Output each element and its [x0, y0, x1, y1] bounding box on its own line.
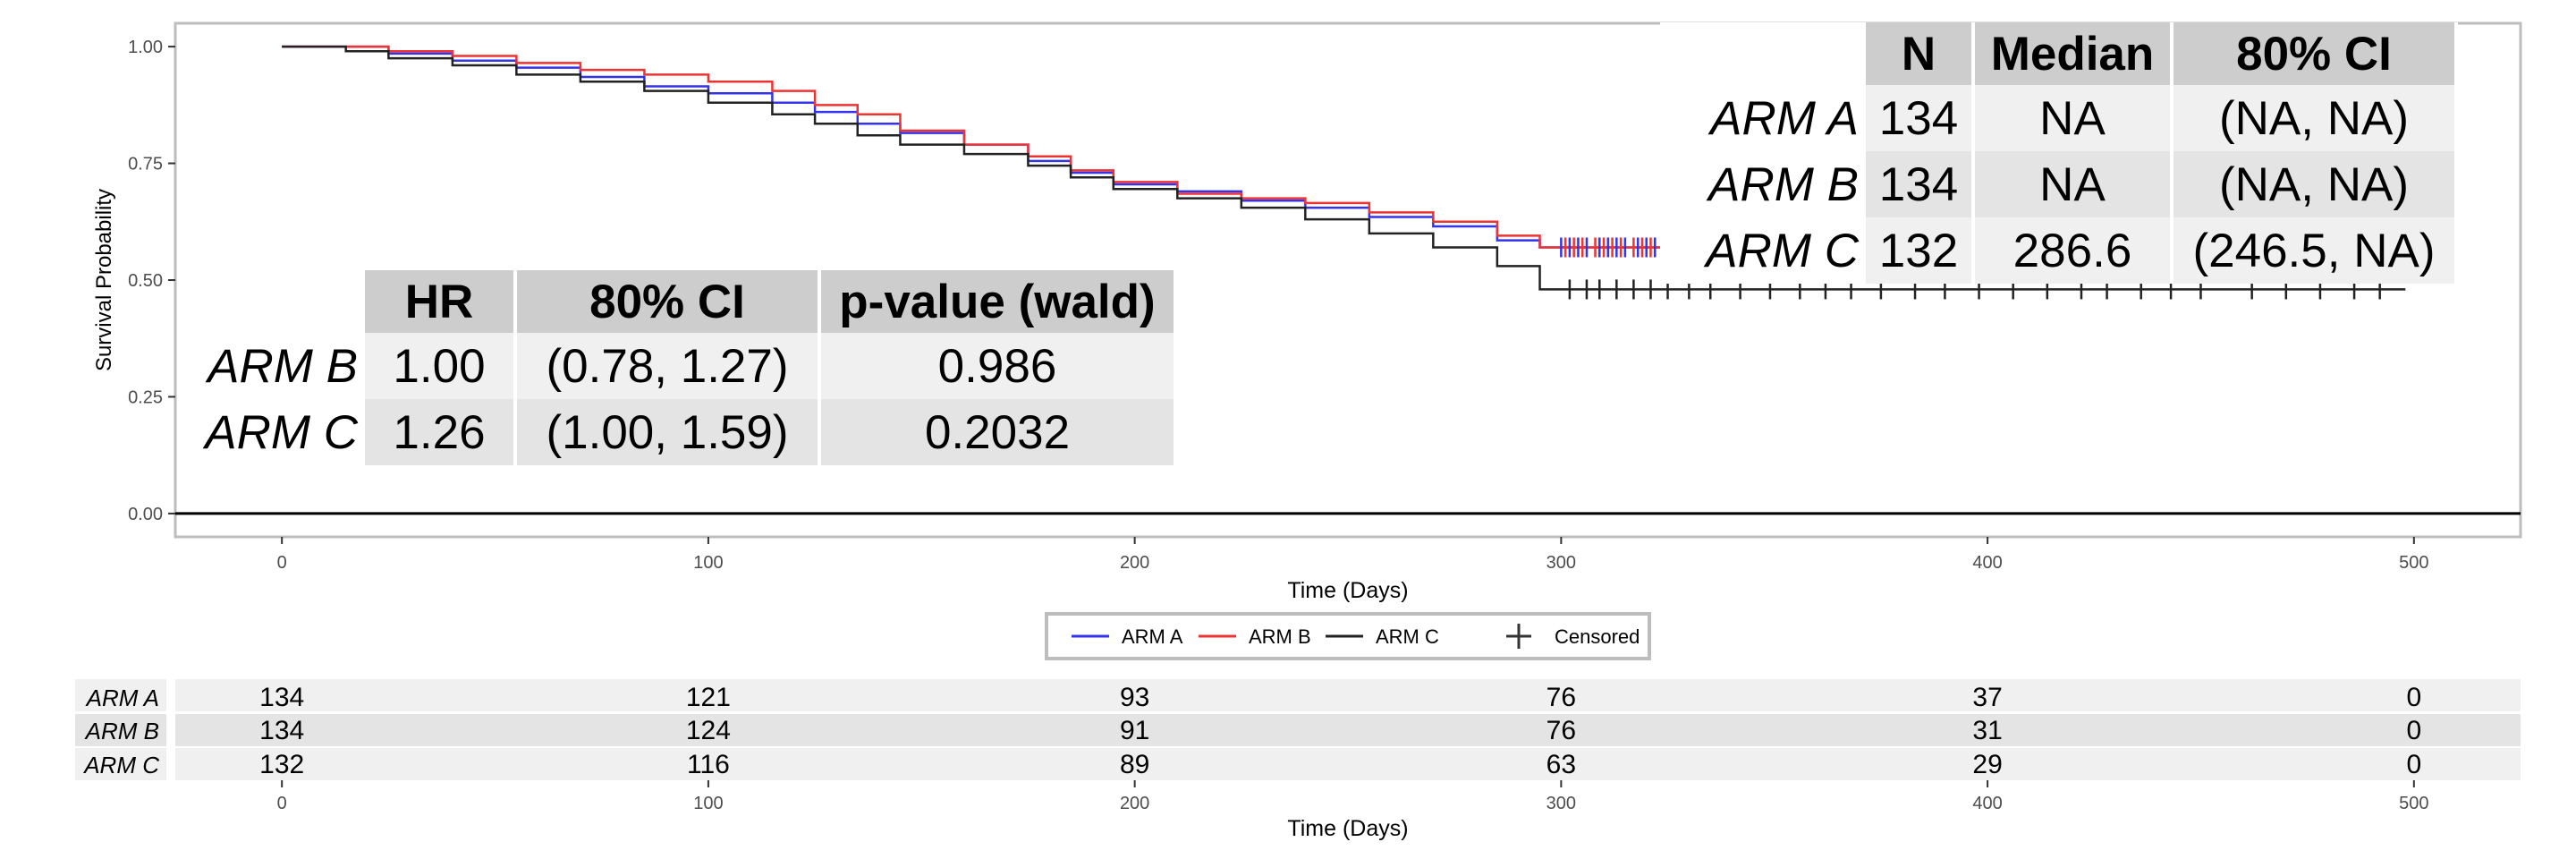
- series-layer: [282, 45, 2406, 291]
- x-axis: 0 100 200 300 400 500: [277, 537, 2429, 573]
- cox-header-hr: HR: [365, 270, 513, 333]
- legend-label-arm-c: ARM C: [1376, 625, 1439, 648]
- risk-count: 124: [686, 716, 731, 745]
- risk-count: 37: [1972, 683, 2002, 712]
- cox-header-ci: 80% CI: [517, 270, 818, 333]
- risk-count: 0: [2406, 716, 2421, 745]
- cox-cell-pvalue: 0.986: [821, 333, 1174, 399]
- risk-count: 63: [1546, 750, 1576, 779]
- median-row-arm-b: ARM B 134 NA (NA, NA): [1664, 151, 2454, 217]
- cox-cell-ci: (0.78, 1.27): [517, 333, 818, 399]
- y-axis: 0.00 0.25 0.50 0.75 1.00: [128, 38, 175, 524]
- median-cell-median: 286.6: [1975, 217, 2170, 284]
- x-tick-label: 100: [693, 553, 723, 573]
- median-cell-ci: (NA, NA): [2174, 85, 2454, 151]
- median-cell-n: 134: [1866, 85, 1971, 151]
- risk-count: 29: [1972, 750, 2002, 779]
- risk-x-tick-label: 200: [1120, 794, 1149, 813]
- risk-count: 91: [1120, 716, 1149, 745]
- median-row-arm-a: ARM A 134 NA (NA, NA): [1664, 85, 2454, 151]
- legend-label-arm-b: ARM B: [1249, 625, 1311, 648]
- risk-label-bg-arm-c: [75, 748, 166, 780]
- risk-count: 89: [1120, 750, 1149, 779]
- x-tick-label: 200: [1120, 553, 1149, 573]
- cox-cell-pvalue: 0.2032: [821, 399, 1174, 465]
- legend: ARM A ARM B ARM C Censored: [1045, 612, 1651, 660]
- median-row-label: ARM C: [1664, 217, 1862, 284]
- censor-plus-icon: [1506, 624, 1531, 649]
- risk-count: 93: [1120, 683, 1149, 712]
- median-survival-table: N Median 80% CI ARM A 134 NA (NA, NA) AR…: [1660, 22, 2458, 284]
- km-curve-arm-b: [282, 45, 1852, 249]
- legend-box: [1045, 612, 1651, 660]
- risk-count: 76: [1546, 683, 1576, 712]
- legend-label-censored: Censored: [1555, 625, 1640, 648]
- risk-count: 132: [259, 750, 304, 779]
- cox-row-arm-c: ARM C 1.26 (1.00, 1.59) 0.2032: [190, 399, 1174, 465]
- risk-x-tick-label: 400: [1972, 794, 2002, 813]
- cox-cell-hr: 1.26: [365, 399, 513, 465]
- risk-cells: 134 121 93 76 37 0 134 124 91 76 31 0 132 116 89 63 29 0: [259, 683, 2421, 779]
- median-row-label: ARM A: [1664, 85, 1862, 151]
- y-tick-label: 0.50: [128, 271, 163, 291]
- x-tick-label: 0: [277, 553, 287, 573]
- median-header-median: Median: [1975, 22, 2170, 85]
- cox-cell-ci: (1.00, 1.59): [517, 399, 818, 465]
- median-cell-n: 134: [1866, 151, 1971, 217]
- median-cell-median: NA: [1975, 85, 2170, 151]
- risk-label-arm-b: ARM B: [84, 718, 159, 744]
- y-tick-label: 0.25: [128, 387, 163, 407]
- x-axis-label: Time (Days): [1287, 578, 1408, 603]
- risk-label-arm-c: ARM C: [82, 752, 159, 778]
- risk-count: 134: [259, 716, 304, 745]
- y-tick-label: 0.00: [128, 505, 163, 524]
- median-cell-ci: (246.5, NA): [2174, 217, 2454, 284]
- x-tick-label: 400: [1972, 553, 2002, 573]
- risk-table: ARM A ARM B ARM C 134 121 93 76 37 0 134 124 91 7…: [75, 679, 2521, 841]
- risk-label-arm-a: ARM A: [85, 685, 159, 711]
- legend-label-arm-a: ARM A: [1122, 625, 1183, 648]
- cox-row-arm-b: ARM B 1.00 (0.78, 1.27) 0.986: [190, 333, 1174, 399]
- y-tick-label: 0.75: [128, 155, 163, 174]
- median-header-ci: 80% CI: [2174, 22, 2454, 85]
- risk-count: 31: [1972, 716, 2002, 745]
- risk-count: 76: [1546, 716, 1576, 745]
- risk-row-bg-arm-a: [175, 679, 2521, 711]
- median-table-corner: [1664, 22, 1862, 85]
- cox-table-header: HR 80% CI p-value (wald): [190, 270, 1174, 333]
- cox-cell-hr: 1.00: [365, 333, 513, 399]
- risk-count: 0: [2406, 683, 2421, 712]
- median-cell-ci: (NA, NA): [2174, 151, 2454, 217]
- risk-row-bg-arm-c: [175, 748, 2521, 780]
- median-row-label: ARM B: [1664, 151, 1862, 217]
- risk-count: 0: [2406, 750, 2421, 779]
- x-tick-label: 300: [1546, 553, 1576, 573]
- risk-x-axis: 0 100 200 300 400 500: [277, 780, 2429, 813]
- x-tick-label: 500: [2399, 553, 2428, 573]
- cox-header-pvalue: p-value (wald): [821, 270, 1174, 333]
- risk-count: 134: [259, 683, 304, 712]
- y-axis-label: Survival Probability: [92, 189, 116, 371]
- median-table-header: N Median 80% CI: [1664, 22, 2454, 85]
- risk-row-bg-arm-b: [175, 714, 2521, 746]
- median-cell-median: NA: [1975, 151, 2170, 217]
- y-tick-label: 1.00: [128, 38, 163, 57]
- cox-row-label: ARM C: [190, 399, 361, 465]
- risk-label-bg-arm-a: [75, 679, 166, 711]
- median-header-n: N: [1866, 22, 1971, 85]
- risk-x-tick-label: 300: [1546, 794, 1576, 813]
- risk-count: 121: [686, 683, 731, 712]
- km-curve-arm-c: [282, 45, 2406, 291]
- risk-x-tick-label: 0: [277, 794, 287, 813]
- median-cell-n: 132: [1866, 217, 1971, 284]
- risk-x-tick-label: 100: [693, 794, 723, 813]
- risk-count: 116: [687, 750, 730, 779]
- hazard-ratio-table: HR 80% CI p-value (wald) ARM B 1.00 (0.7…: [186, 270, 1177, 465]
- risk-x-tick-label: 500: [2399, 794, 2428, 813]
- risk-x-axis-label: Time (Days): [1287, 816, 1408, 841]
- cox-table-corner: [190, 270, 361, 333]
- median-row-arm-c: ARM C 132 286.6 (246.5, NA): [1664, 217, 2454, 284]
- risk-label-bg-arm-b: [75, 714, 166, 746]
- cox-row-label: ARM B: [190, 333, 361, 399]
